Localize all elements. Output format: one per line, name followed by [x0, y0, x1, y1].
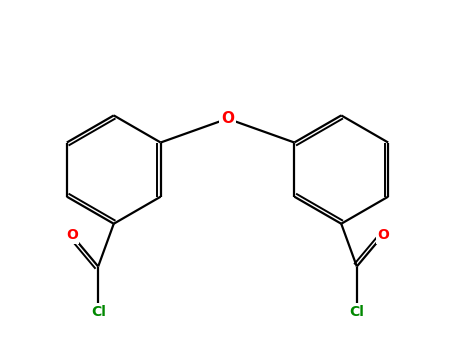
Text: O: O [221, 111, 234, 126]
Text: Cl: Cl [91, 305, 106, 319]
Text: Cl: Cl [349, 305, 364, 319]
Text: O: O [66, 228, 78, 242]
Text: O: O [377, 228, 389, 242]
